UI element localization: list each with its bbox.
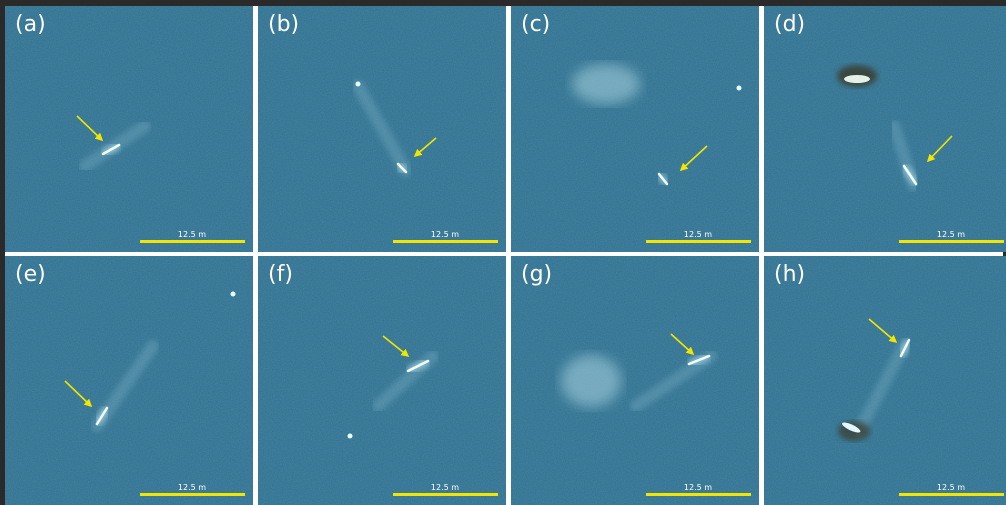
panel: (g) 12.5 m (511, 256, 759, 505)
panel: (e) 12.5 m (5, 256, 253, 505)
boat (844, 75, 870, 83)
bright-spot (231, 292, 236, 297)
scale-bar (899, 240, 1004, 243)
panel-label: (g) (521, 262, 552, 287)
scale-text: 12.5 m (937, 230, 965, 239)
bright-spot (348, 434, 353, 439)
panel-label: (f) (268, 262, 293, 287)
scale-bar (646, 493, 751, 496)
panel: (d) 12.5 m (764, 6, 1006, 252)
scale-text: 12.5 m (937, 483, 965, 492)
scale-text: 12.5 m (431, 483, 459, 492)
panel: (a) 12.5 m (5, 6, 253, 252)
panel-label: (b) (268, 12, 299, 37)
panel-label: (a) (15, 12, 46, 37)
scale-bar (646, 240, 751, 243)
scale-text: 12.5 m (684, 483, 712, 492)
top-strip (0, 0, 1006, 6)
panel-label: (d) (774, 12, 805, 37)
panel-label: (e) (15, 262, 46, 287)
scale-bar (140, 493, 245, 496)
image-texture (511, 6, 759, 252)
image-texture (5, 6, 253, 252)
image-texture (764, 6, 1006, 252)
scale-bar (393, 493, 498, 496)
bright-spot (737, 86, 742, 91)
scale-bar (899, 493, 1004, 496)
scale-text: 12.5 m (684, 230, 712, 239)
panel: (b) 12.5 m (258, 6, 506, 252)
panel: (c) 12.5 m (511, 6, 759, 252)
panel: (h) 12.5 m (764, 256, 1006, 505)
scale-text: 12.5 m (178, 230, 206, 239)
bright-spot (356, 82, 361, 87)
cloud (572, 64, 640, 104)
scale-text: 12.5 m (431, 230, 459, 239)
scale-text: 12.5 m (178, 483, 206, 492)
panel-label: (h) (774, 262, 805, 287)
figure-grid: (a) 12.5 m (b) 12.5 m (c) 12.5 m (d) 12.5 m (e) 1… (0, 0, 1006, 505)
scale-bar (140, 240, 245, 243)
scale-bar (393, 240, 498, 243)
panel: (f) 12.5 m (258, 256, 506, 505)
panel-label: (c) (521, 12, 550, 37)
cloud (561, 355, 621, 407)
image-texture (258, 256, 506, 505)
left-strip (0, 6, 5, 505)
image-texture (511, 256, 759, 505)
